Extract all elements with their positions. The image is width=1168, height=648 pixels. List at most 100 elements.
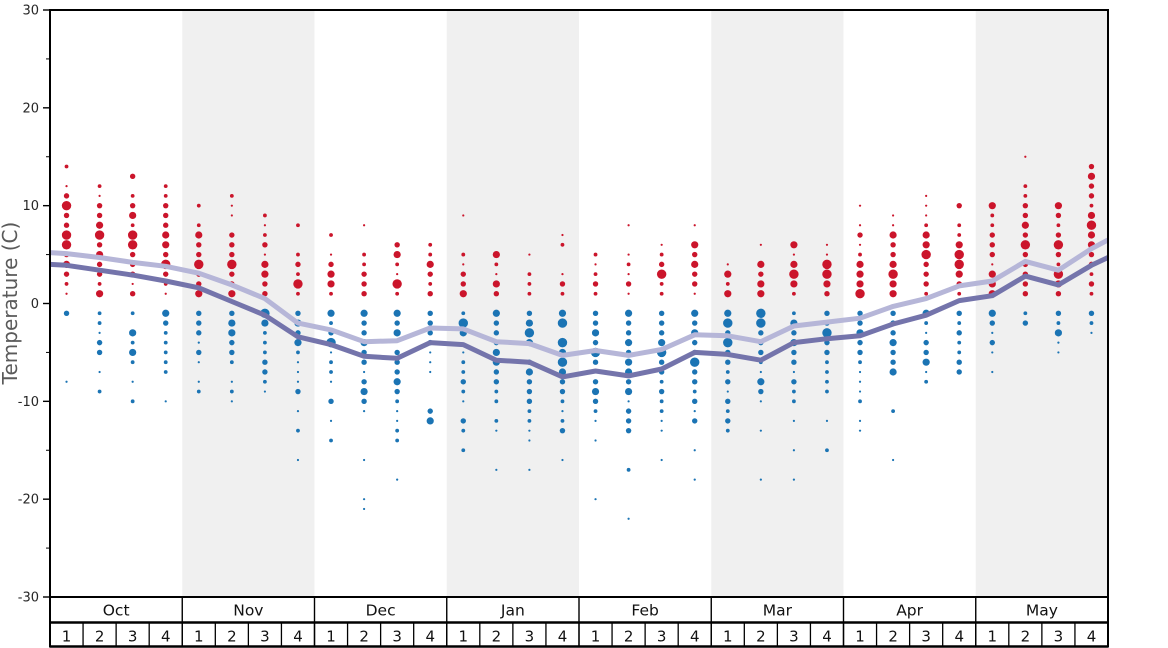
blue-dot: [925, 331, 928, 334]
blue-dot: [957, 340, 962, 345]
blue-dot: [328, 398, 334, 405]
blue-dot: [792, 399, 796, 404]
blue-dot: [197, 380, 200, 383]
blue-dot: [196, 330, 202, 336]
red-dot: [1056, 223, 1061, 228]
blue-dot: [494, 419, 499, 423]
red-dot: [461, 252, 466, 257]
red-dot: [692, 251, 698, 258]
red-dot: [1022, 202, 1029, 209]
dots-oct-w2: [94, 184, 105, 394]
week-label-apr-3: 3: [921, 628, 931, 646]
blue-dot: [557, 337, 568, 348]
red-dot: [1087, 211, 1096, 220]
week-label-mar-2: 2: [756, 628, 766, 646]
blue-dot: [858, 399, 862, 404]
blue-dot: [63, 310, 70, 316]
red-dot: [1055, 232, 1062, 238]
blue-dot: [558, 309, 567, 317]
dots-mar-w4: [822, 243, 832, 453]
blue-dot: [329, 321, 333, 325]
month-label-mar: Mar: [763, 602, 793, 620]
blue-dot: [792, 389, 796, 394]
blue-dot: [889, 368, 897, 376]
blue-dot: [394, 320, 400, 326]
blue-dot: [163, 360, 168, 365]
blue-dot: [956, 310, 962, 316]
blue-dot: [692, 369, 698, 375]
red-dot: [163, 271, 169, 277]
blue-dot: [329, 419, 333, 422]
blue-dot: [296, 380, 300, 383]
red-dot: [527, 291, 532, 296]
red-dot: [95, 221, 104, 229]
red-dot: [162, 231, 170, 239]
red-dot: [195, 290, 203, 298]
blue-dot: [692, 418, 698, 424]
blue-dot: [758, 388, 764, 395]
blue-dot: [429, 361, 432, 364]
red-dot: [956, 202, 962, 209]
dots-jan-w1: [458, 214, 468, 453]
red-dot: [790, 280, 798, 288]
blue-dot: [163, 350, 168, 355]
red-dot: [228, 290, 236, 298]
red-dot: [296, 252, 300, 257]
red-dot: [658, 261, 665, 268]
week-label-apr-4: 4: [954, 628, 964, 646]
blue-dot: [98, 331, 101, 334]
dots-jan-w2: [492, 250, 500, 471]
blue-dot: [825, 389, 829, 394]
blue-dot: [296, 361, 300, 364]
red-dot: [262, 281, 268, 287]
red-dot: [1022, 251, 1029, 258]
blue-dot: [925, 370, 928, 374]
blue-dot: [131, 380, 134, 383]
blue-dot: [759, 400, 762, 403]
blue-dot: [725, 409, 730, 414]
red-dot: [262, 242, 268, 248]
blue-dot: [791, 359, 797, 365]
red-dot: [890, 251, 896, 258]
red-dot: [924, 223, 929, 228]
blue-dot: [725, 370, 730, 374]
red-dot: [1087, 172, 1096, 180]
red-dot: [925, 194, 928, 197]
blue-dot: [493, 330, 500, 336]
blue-dot: [725, 359, 731, 365]
month-label-dec: Dec: [366, 602, 396, 620]
y-tick-label: -30: [18, 591, 39, 606]
blue-dot: [889, 339, 897, 347]
red-dot: [1021, 221, 1029, 229]
week-label-may-1: 1: [988, 628, 998, 646]
month-label-oct: Oct: [103, 602, 130, 620]
blue-dot: [263, 350, 267, 355]
blue-dot: [825, 379, 829, 384]
red-dot: [163, 193, 168, 198]
blue-dot: [660, 458, 663, 462]
red-dot: [594, 263, 597, 266]
red-dot: [889, 260, 897, 268]
blue-dot: [528, 468, 531, 471]
red-dot: [462, 214, 465, 217]
red-dot: [1088, 163, 1095, 170]
red-dot: [822, 259, 832, 270]
blue-dot: [461, 360, 466, 365]
red-dot: [329, 233, 333, 237]
week-label-nov-1: 1: [194, 628, 204, 646]
red-dot: [1089, 203, 1094, 208]
red-dot: [65, 292, 68, 295]
blue-dot: [923, 349, 929, 356]
red-dot: [459, 290, 467, 298]
red-dot: [96, 202, 103, 209]
blue-dot: [329, 360, 333, 365]
blue-dot: [229, 339, 235, 346]
y-tick-label: -20: [18, 493, 39, 508]
red-dot: [61, 230, 72, 240]
red-dot: [954, 249, 964, 260]
blue-dot: [561, 458, 564, 462]
red-dot: [1055, 212, 1062, 219]
blue-dot: [163, 370, 168, 374]
